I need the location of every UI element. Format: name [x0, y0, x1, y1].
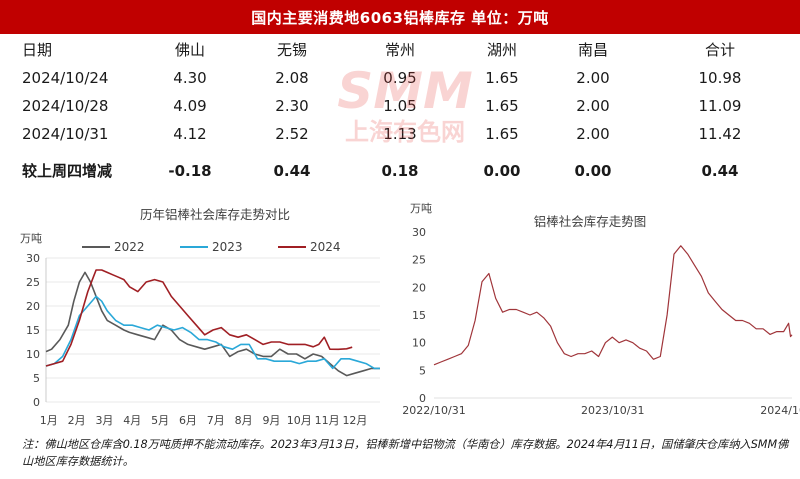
cell-value: 1.05 [383, 97, 417, 115]
x-tick-label: 12月 [342, 414, 367, 427]
cell-value: 1.13 [383, 125, 417, 143]
table-row: 2024/10/24 4.30 2.08 0.95 1.65 2.00 10.9… [0, 64, 800, 92]
series-lines [433, 245, 793, 366]
change-value: -0.18 [168, 162, 212, 180]
x-tick-label: 2月 [68, 414, 86, 427]
table-header-row: 日期 佛山 无锡 常州 湖州 南昌 合计 [0, 36, 800, 64]
table-row: 2024/10/31 4.12 2.52 1.13 1.65 2.00 11.4… [0, 120, 800, 148]
cell-value: 1.65 [485, 97, 519, 115]
cell-date: 2024/10/31 [22, 125, 109, 143]
change-value: 0.44 [273, 162, 311, 180]
y-tick-label: 25 [412, 254, 426, 267]
cell-value: 2.00 [576, 69, 610, 87]
y-tick-label: 5 [419, 364, 426, 377]
header-huzhou: 湖州 [486, 41, 517, 59]
x-tick-label: 6月 [179, 414, 197, 427]
y-tick-label: 25 [26, 276, 40, 289]
x-tick-label: 10月 [287, 414, 312, 427]
x-tick-label: 8月 [235, 414, 253, 427]
chart-legend: 2022 2023 2024 [82, 240, 341, 254]
legend-label: 2023 [212, 240, 243, 254]
cell-value: 2.52 [275, 125, 309, 143]
title-bar: 国内主要消费地6063铝棒库存 单位：万吨 [0, 0, 800, 34]
footnote: 注：佛山地区仓库含0.18万吨质押不能流动库存。2023年3月13日，铝棒新增中… [22, 438, 789, 468]
cell-value: 4.30 [173, 69, 207, 87]
cell-date: 2024/10/28 [22, 97, 109, 115]
x-tick-label: 2023/10/31 [581, 404, 644, 417]
y-unit-label: 万吨 [20, 232, 42, 245]
change-value: 0.44 [701, 162, 739, 180]
cell-value: 11.09 [698, 97, 742, 115]
smm-watermark: SMM 上海有色网 [337, 62, 473, 146]
y-tick-label: 20 [412, 281, 426, 294]
change-value: 0.18 [381, 162, 419, 180]
watermark-sub: 上海有色网 [345, 118, 465, 146]
y-tick-label: 10 [26, 348, 40, 361]
series-line-2023 [45, 295, 380, 370]
y-tick-label: 15 [412, 309, 426, 322]
series-line [433, 245, 793, 366]
series-line-2024 [45, 269, 353, 367]
change-value: 0.00 [574, 162, 612, 180]
header-nanchang: 南昌 [577, 41, 608, 59]
cell-value: 10.98 [698, 69, 742, 87]
x-tick-label: 2024/10/31 [760, 404, 800, 417]
chart-title: 铝棒社会库存走势图 [534, 214, 647, 229]
y-tick-label: 5 [33, 372, 40, 385]
x-tick-label: 7月 [207, 414, 225, 427]
cell-value: 2.00 [576, 97, 610, 115]
header-changzhou: 常州 [384, 41, 415, 59]
header-wuxi: 无锡 [276, 41, 307, 59]
cell-value: 2.08 [275, 69, 309, 87]
chart-title: 历年铝棒社会库存走势对比 [140, 207, 290, 222]
cell-date: 2024/10/24 [22, 69, 109, 87]
cell-value: 0.95 [383, 69, 417, 87]
y-tick-label: 30 [412, 226, 426, 239]
cell-value: 4.12 [173, 125, 207, 143]
x-axis: 1月 2月 3月 4月 5月 6月 7月 8月 9月 10月 11月 12月 [40, 414, 368, 427]
header-date: 日期 [22, 41, 53, 59]
historical-comparison-chart: 历年铝棒社会库存走势对比 万吨 2022 2023 2024 0 5 10 15 20 25 3… [20, 207, 380, 427]
cell-value: 4.09 [173, 97, 207, 115]
series-line-2022 [45, 271, 380, 377]
inventory-trend-chart: 铝棒社会库存走势图 万吨 0 5 10 15 20 25 30 2022/10/31 2023… [402, 202, 800, 417]
x-tick-label: 2022/10/31 [402, 404, 465, 417]
header-total: 合计 [704, 41, 735, 59]
x-tick-label: 11月 [315, 414, 340, 427]
x-tick-label: 1月 [40, 414, 58, 427]
y-tick-label: 10 [412, 337, 426, 350]
x-tick-label: 5月 [151, 414, 169, 427]
x-tick-label: 9月 [262, 414, 280, 427]
y-tick-label: 0 [33, 396, 40, 409]
change-row: 较上周四增减 -0.18 0.44 0.18 0.00 0.00 0.44 [0, 157, 800, 185]
legend-label: 2022 [114, 240, 145, 254]
y-unit-label: 万吨 [410, 202, 432, 215]
cell-value: 1.65 [485, 125, 519, 143]
x-tick-label: 3月 [95, 414, 113, 427]
cell-value: 2.30 [275, 97, 309, 115]
y-tick-label: 15 [26, 324, 40, 337]
y-tick-label: 20 [26, 300, 40, 313]
legend-label: 2024 [310, 240, 341, 254]
y-axis: 0 5 10 15 20 25 30 [412, 226, 792, 405]
header-foshan: 佛山 [174, 41, 205, 59]
x-tick-label: 4月 [123, 414, 141, 427]
y-tick-label: 30 [26, 252, 40, 265]
watermark-main: SMM [337, 62, 473, 120]
change-label: 较上周四增减 [22, 162, 113, 180]
cell-value: 2.00 [576, 125, 610, 143]
cell-value: 11.42 [698, 125, 742, 143]
y-tick-label: 0 [419, 392, 426, 405]
page-title: 国内主要消费地6063铝棒库存 单位：万吨 [251, 8, 549, 27]
x-axis: 2022/10/31 2023/10/31 2024/10/31 [402, 404, 800, 417]
series-lines [45, 269, 380, 377]
y-axis: 0 5 10 15 20 25 30 [26, 252, 40, 409]
change-value: 0.00 [483, 162, 521, 180]
table-row: 2024/10/28 4.09 2.30 1.05 1.65 2.00 11.0… [0, 92, 800, 120]
cell-value: 1.65 [485, 69, 519, 87]
